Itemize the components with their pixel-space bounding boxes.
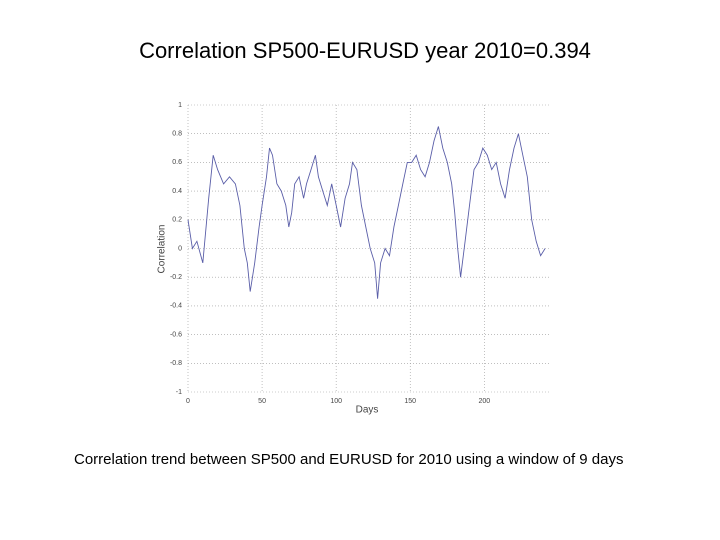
y-tick-label: 0.2: [172, 217, 182, 224]
y-tick-label: -0.8: [170, 360, 182, 367]
y-tick-label: 0.4: [172, 188, 182, 195]
chart: Correlation SP500-EURUSD year 2010=0.394…: [139, 38, 591, 416]
data-line: [187, 126, 546, 299]
y-tick-label: 0.8: [172, 131, 182, 138]
y-tick-label: -0.6: [170, 331, 182, 338]
y-tick-label: 0.6: [172, 159, 182, 166]
x-tick-label: 0: [186, 398, 190, 405]
caption: Correlation trend between SP500 and EURU…: [74, 451, 624, 468]
y-axis-label: Correlation: [157, 225, 168, 274]
y-tick-label: -0.2: [170, 274, 182, 281]
chart-title: Correlation SP500-EURUSD year 2010=0.394: [139, 38, 591, 63]
y-tick-label: -0.4: [170, 303, 182, 310]
x-axis-label: Days: [356, 405, 379, 416]
x-tick-label: 100: [330, 398, 342, 405]
x-tick-label: 50: [258, 398, 266, 405]
x-tick-label: 200: [478, 398, 490, 405]
y-tick-label: 1: [178, 102, 182, 109]
y-tick-label: -1: [176, 389, 182, 396]
x-tick-label: 150: [404, 398, 416, 405]
y-tick-label: 0: [178, 245, 182, 252]
